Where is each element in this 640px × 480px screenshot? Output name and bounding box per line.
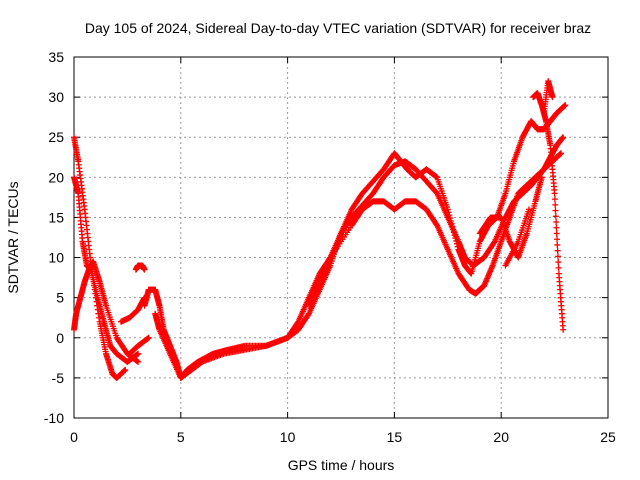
x-tick-label: 0 (70, 429, 78, 445)
data-point (554, 236, 561, 243)
x-tick-label: 20 (493, 429, 509, 445)
data-point (554, 247, 561, 254)
data-point (553, 219, 560, 226)
series-track-5 (126, 334, 152, 357)
data-point (145, 334, 152, 341)
y-tick-label: 30 (48, 89, 64, 105)
series-track-13 (540, 78, 556, 117)
y-tick-label: 20 (48, 169, 64, 185)
y-tick-label: 0 (56, 330, 64, 346)
x-tick-label: 10 (280, 429, 296, 445)
data-point (555, 259, 562, 266)
data-point (141, 266, 148, 273)
data-point (558, 150, 565, 157)
series-track-9 (305, 134, 567, 309)
series-track-6 (132, 262, 148, 273)
data-point (135, 350, 142, 357)
y-tick-label: 15 (48, 209, 64, 225)
y-tick-label: -5 (52, 370, 65, 386)
data-point (551, 190, 558, 197)
data-point (560, 134, 567, 141)
data-point (525, 206, 532, 213)
series-track-12 (502, 206, 532, 269)
y-tick-label: 5 (56, 290, 64, 306)
y-tick-label: 10 (48, 250, 64, 266)
data-point (555, 264, 562, 271)
y-tick-label: 35 (48, 49, 64, 65)
x-tick-label: 5 (177, 429, 185, 445)
series-track-11 (530, 90, 567, 333)
data-point (554, 241, 561, 248)
y-tick-label: -10 (44, 410, 64, 426)
data-points (71, 78, 569, 381)
y-axis: -10 -5 0 5 10 15 20 25 30 35 (44, 49, 608, 426)
series-track-8 (152, 150, 565, 381)
data-point (549, 94, 556, 101)
y-axis-label: SDTVAR / TECUs (5, 181, 21, 293)
data-point (552, 201, 559, 208)
x-tick-label: 25 (600, 429, 616, 445)
x-axis-label: GPS time / hours (288, 457, 395, 473)
data-point (554, 253, 561, 260)
x-axis: 0 5 10 15 20 25 (70, 57, 616, 445)
series-track-10 (476, 174, 545, 261)
data-point (553, 230, 560, 237)
data-point (538, 174, 545, 181)
data-point (562, 102, 569, 109)
x-tick-label: 15 (387, 429, 403, 445)
data-point (551, 196, 558, 203)
series-track-3 (71, 258, 142, 365)
data-point (553, 224, 560, 231)
data-point (560, 326, 567, 333)
data-point (135, 358, 142, 365)
data-point (552, 213, 559, 220)
series-track-4 (117, 294, 148, 325)
plot-frame (73, 56, 609, 419)
y-tick-label: 25 (48, 129, 64, 145)
data-point (122, 366, 129, 373)
series-track-7 (141, 102, 569, 381)
data-point (552, 207, 559, 214)
chart-title: Day 105 of 2024, Sidereal Day-to-day VTE… (85, 20, 591, 36)
